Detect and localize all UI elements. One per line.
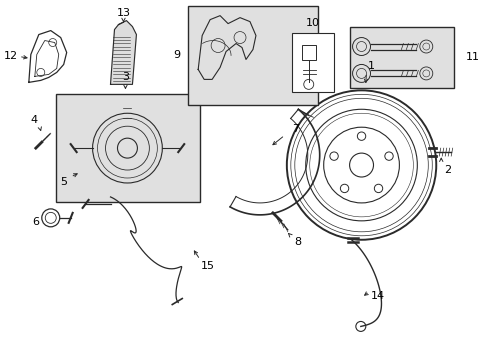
Bar [349, 27, 453, 88]
Text: 2: 2 [443, 165, 450, 175]
Text: 11: 11 [465, 53, 479, 63]
Text: 8: 8 [294, 237, 301, 247]
Text: 4: 4 [30, 115, 37, 125]
Text: 13: 13 [116, 8, 130, 18]
Text: 6: 6 [32, 217, 39, 227]
Bar [301, 45, 315, 60]
Text: 12: 12 [4, 51, 18, 62]
Text: 9: 9 [173, 50, 180, 60]
Text: 14: 14 [370, 291, 384, 301]
Text: 10: 10 [305, 18, 319, 28]
Bar [188, 6, 317, 105]
Text: 1: 1 [367, 62, 374, 71]
Polygon shape [110, 21, 136, 84]
Bar [56, 94, 200, 202]
Text: 15: 15 [201, 261, 215, 271]
Text: 7: 7 [292, 124, 299, 134]
Text: 3: 3 [122, 72, 129, 82]
Bar [291, 32, 333, 92]
Text: 5: 5 [60, 177, 67, 187]
